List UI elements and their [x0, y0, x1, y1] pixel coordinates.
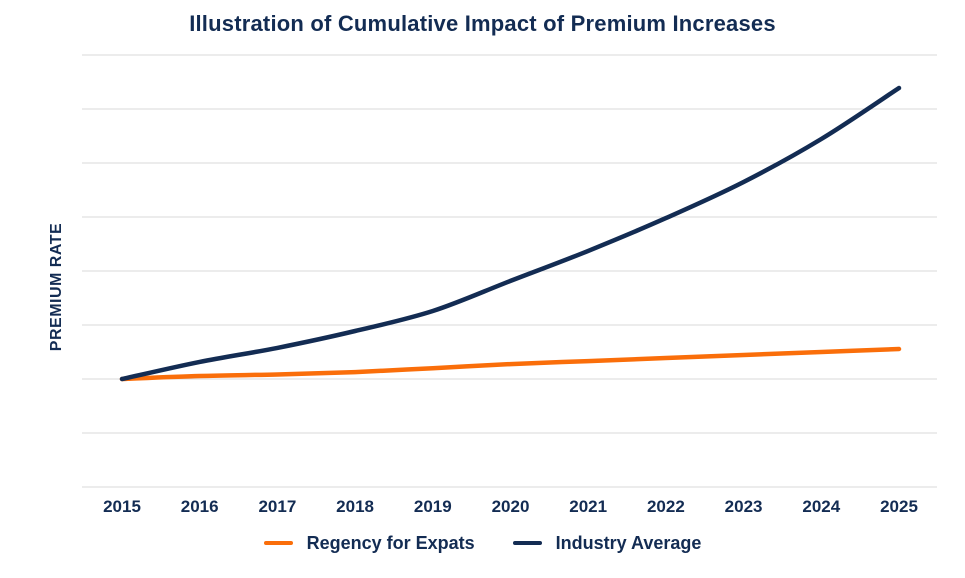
x-tick-label: 2015 — [103, 497, 141, 516]
legend-label: Industry Average — [555, 532, 702, 553]
legend-item-regency-for-expats: Regency for Expats — [263, 532, 475, 554]
x-tick-label: 2021 — [569, 497, 608, 516]
x-tick-label: 2025 — [880, 497, 918, 516]
x-tick-label: 2022 — [646, 497, 685, 516]
x-tick-label: 2024 — [802, 497, 841, 516]
x-tick-label: 2016 — [180, 497, 219, 516]
legend-item-industry-average: Industry Average — [512, 532, 702, 554]
chart-title: Illustration of Cumulative Impact of Pre… — [189, 11, 776, 36]
gridlines-group — [82, 54, 937, 488]
x-tick-label: 2023 — [724, 497, 763, 516]
series-lines-group — [119, 85, 902, 382]
legend-line-swatch — [263, 541, 293, 545]
x-tick-label: 2019 — [413, 497, 452, 516]
series-line-industry-average — [119, 85, 902, 382]
x-tick-label: 2017 — [258, 497, 297, 516]
legend: Regency for Expats Industry Average — [0, 530, 965, 556]
legend-label: Regency for Expats — [306, 532, 475, 553]
x-tick-label: 2018 — [336, 497, 375, 516]
x-axis: 2015 2016 2017 2018 2019 2020 2021 2022 2023 2024… — [0, 497, 965, 517]
x-tick-label: 2020 — [491, 497, 530, 516]
legend-line-swatch — [512, 541, 542, 545]
series-line-regency-for-expats — [119, 346, 902, 382]
